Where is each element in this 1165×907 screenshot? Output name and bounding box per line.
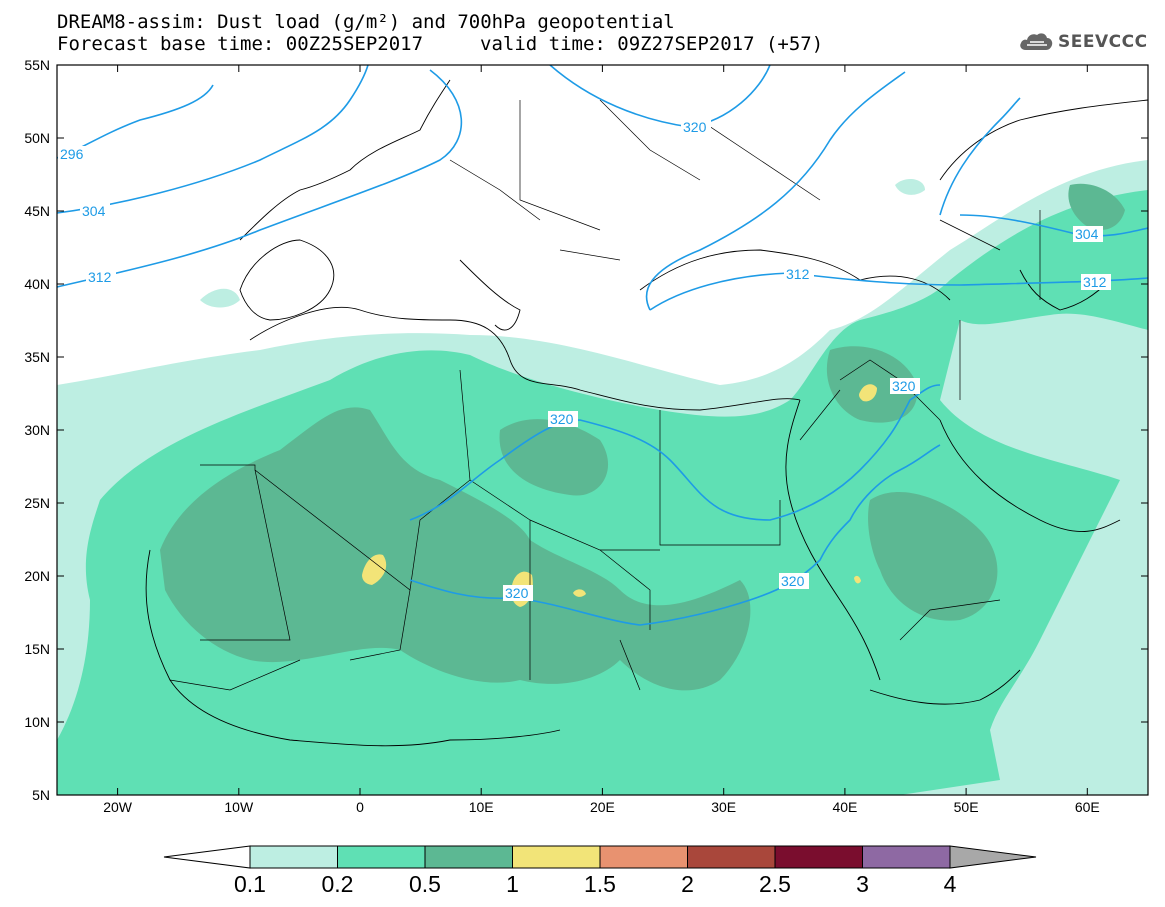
colorbar-box-5 xyxy=(687,845,776,869)
colorbar-box-2 xyxy=(424,845,513,869)
colorbar-label-2: 0.5 xyxy=(409,871,441,897)
colorbar-label-5: 2 xyxy=(681,871,694,897)
colorbar-over-triangle xyxy=(949,845,1037,869)
contour-label-320-north: 320 xyxy=(683,119,707,135)
colorbar-label-6: 2.5 xyxy=(759,871,791,897)
lat-tick-10n: 10N xyxy=(24,714,50,730)
lon-tick-20w: 20W xyxy=(103,799,133,815)
lat-tick-55n: 55N xyxy=(24,57,50,73)
contour-label-312-east: 312 xyxy=(1083,274,1107,290)
lat-tick-15n: 15N xyxy=(24,641,50,657)
contour-label-320-chad: 320 xyxy=(505,585,529,601)
lat-tick-35n: 35N xyxy=(24,349,50,365)
contour-label-312: 312 xyxy=(88,269,112,285)
colorbar-box-0 xyxy=(249,845,338,869)
lat-tick-45n: 45N xyxy=(24,203,50,219)
cloud-icon xyxy=(1020,33,1053,50)
colorbar-box-1 xyxy=(337,845,426,869)
lat-tick-labels: 55N 50N 45N 40N 35N 30N 25N 20N 15N 10N … xyxy=(24,57,50,803)
lat-tick-20n: 20N xyxy=(24,568,50,584)
colorbar-label-1: 0.2 xyxy=(322,871,354,897)
contour-label-320-iraq: 320 xyxy=(892,378,916,394)
geopotential-contours xyxy=(57,65,1148,626)
colorbar-label-4: 1.5 xyxy=(584,871,616,897)
lon-tick-10e: 10E xyxy=(469,799,494,815)
contour-label-320-libya: 320 xyxy=(550,411,574,427)
contour-labels: 296 304 312 320 320 320 320 320 304 312 … xyxy=(58,119,1111,601)
lat-tick-30n: 30N xyxy=(24,422,50,438)
lon-tick-10w: 10W xyxy=(224,799,254,815)
contour-label-312-black-sea: 312 xyxy=(786,266,810,282)
lat-tick-40n: 40N xyxy=(24,276,50,292)
lon-tick-50e: 50E xyxy=(954,799,979,815)
lon-tick-0: 0 xyxy=(356,799,364,815)
colorbar-label-7: 3 xyxy=(856,871,869,897)
dust-shading-dark xyxy=(160,183,1125,691)
colorbar-label-8: 4 xyxy=(944,871,957,897)
axis-ticks xyxy=(57,65,1148,795)
lon-tick-60e: 60E xyxy=(1075,799,1100,815)
lon-tick-30e: 30E xyxy=(711,799,736,815)
colorbar-label-3: 1 xyxy=(506,871,519,897)
colorbar-under-triangle xyxy=(163,845,251,869)
colorbar-box-7 xyxy=(862,845,951,869)
valid-time: valid time: 09Z27SEP2017 (+57) xyxy=(480,33,824,55)
coastlines xyxy=(145,79,1148,747)
lon-tick-20e: 20E xyxy=(590,799,615,815)
country-borders xyxy=(169,99,1041,691)
colorbar-box-3 xyxy=(512,845,601,869)
logo-text: SEEVCCC xyxy=(1058,32,1148,52)
forecast-base-time: Forecast base time: 00Z25SEP2017 xyxy=(57,33,424,55)
lat-tick-25n: 25N xyxy=(24,495,50,511)
colorbar-label-0: 0.1 xyxy=(234,871,266,897)
lon-tick-40e: 40E xyxy=(832,799,857,815)
colorbar-box-4 xyxy=(599,845,688,869)
lon-tick-labels: 20W 10W 0 10E 20E 30E 40E 50E 60E xyxy=(103,799,1100,815)
colorbar-box-6 xyxy=(774,845,863,869)
seevccc-logo: SEEVCCC xyxy=(1018,28,1148,56)
lat-tick-50n: 50N xyxy=(24,130,50,146)
contour-label-304: 304 xyxy=(82,203,106,219)
colorbar: 0.1 0.2 0.5 1 1.5 2 2.5 3 4 xyxy=(163,845,1037,897)
lat-tick-5n: 5N xyxy=(32,787,50,803)
contour-label-304-east: 304 xyxy=(1075,226,1099,242)
contour-label-296: 296 xyxy=(60,146,84,162)
map-title: DREAM8-assim: Dust load (g/m²) and 700hP… xyxy=(57,11,675,33)
contour-label-320-sudan: 320 xyxy=(781,573,805,589)
